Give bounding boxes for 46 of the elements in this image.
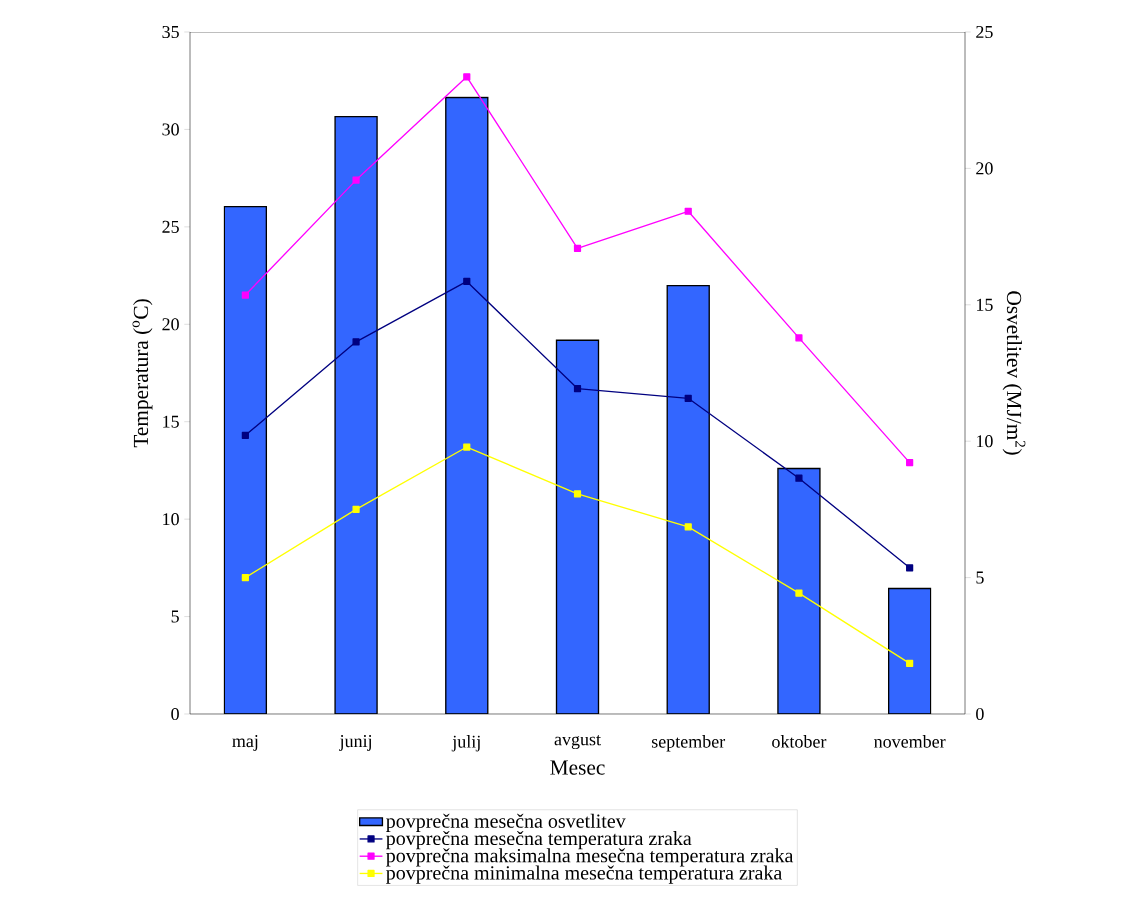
y-axis-title: Temperatura ($^{o}$C) xyxy=(132,299,153,448)
point xyxy=(906,459,914,467)
y2-tick-label: 10 xyxy=(977,435,993,448)
point xyxy=(795,474,803,482)
y-tick-label: 10 xyxy=(163,513,179,526)
point xyxy=(795,334,803,342)
y-tick-label: 35 xyxy=(162,25,179,39)
y2-tick-label: 0 xyxy=(976,707,984,721)
y-tick-label: 20 xyxy=(162,318,179,331)
y2-tick-label: 20 xyxy=(976,162,993,175)
point xyxy=(906,564,914,572)
x-tick-label: november xyxy=(874,735,946,748)
point xyxy=(463,73,471,81)
y2-tick-label: 25 xyxy=(976,25,993,39)
point xyxy=(463,277,471,286)
legend-label: povprečna mesečna osvetlitev xyxy=(386,813,626,832)
point xyxy=(684,207,692,215)
point xyxy=(352,176,360,184)
y-tick-label: 25 xyxy=(162,220,179,233)
point xyxy=(684,523,692,531)
point xyxy=(463,443,471,451)
y-tick-label: 15 xyxy=(163,415,179,428)
y2-tick-label: 15 xyxy=(977,298,993,311)
y2-axis-title: Osvetlitev (MJ/m$^{2}$) xyxy=(1002,291,1026,455)
point xyxy=(795,589,803,597)
point xyxy=(241,574,249,582)
point xyxy=(241,291,249,299)
point xyxy=(684,394,692,402)
y-tick-label: 30 xyxy=(162,123,179,136)
x-tick-label: julij xyxy=(451,735,480,752)
point xyxy=(573,244,582,252)
point xyxy=(241,431,249,439)
x-tick-label: oktober xyxy=(772,735,827,748)
x-tick-label: avgust xyxy=(554,735,601,750)
point xyxy=(573,490,582,498)
x-tick-label: maj xyxy=(232,735,258,751)
x-tick-label: junij xyxy=(339,735,372,751)
x-tick-label: september xyxy=(651,735,726,752)
x-axis-title: Mesec xyxy=(550,760,605,775)
y-tick-label: 5 xyxy=(171,610,179,623)
y-tick-label: 0 xyxy=(171,707,179,721)
point xyxy=(352,505,360,513)
point xyxy=(573,384,582,393)
point xyxy=(906,659,914,667)
y2-tick-label: 5 xyxy=(976,571,984,584)
point xyxy=(352,338,360,346)
